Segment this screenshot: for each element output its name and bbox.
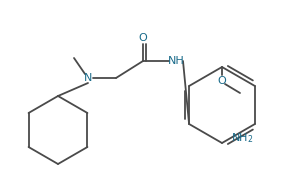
Text: O: O <box>139 33 147 43</box>
Text: N: N <box>84 73 92 83</box>
Text: O: O <box>218 76 226 86</box>
Text: NH$_2$: NH$_2$ <box>231 131 253 145</box>
Text: NH: NH <box>168 56 185 66</box>
